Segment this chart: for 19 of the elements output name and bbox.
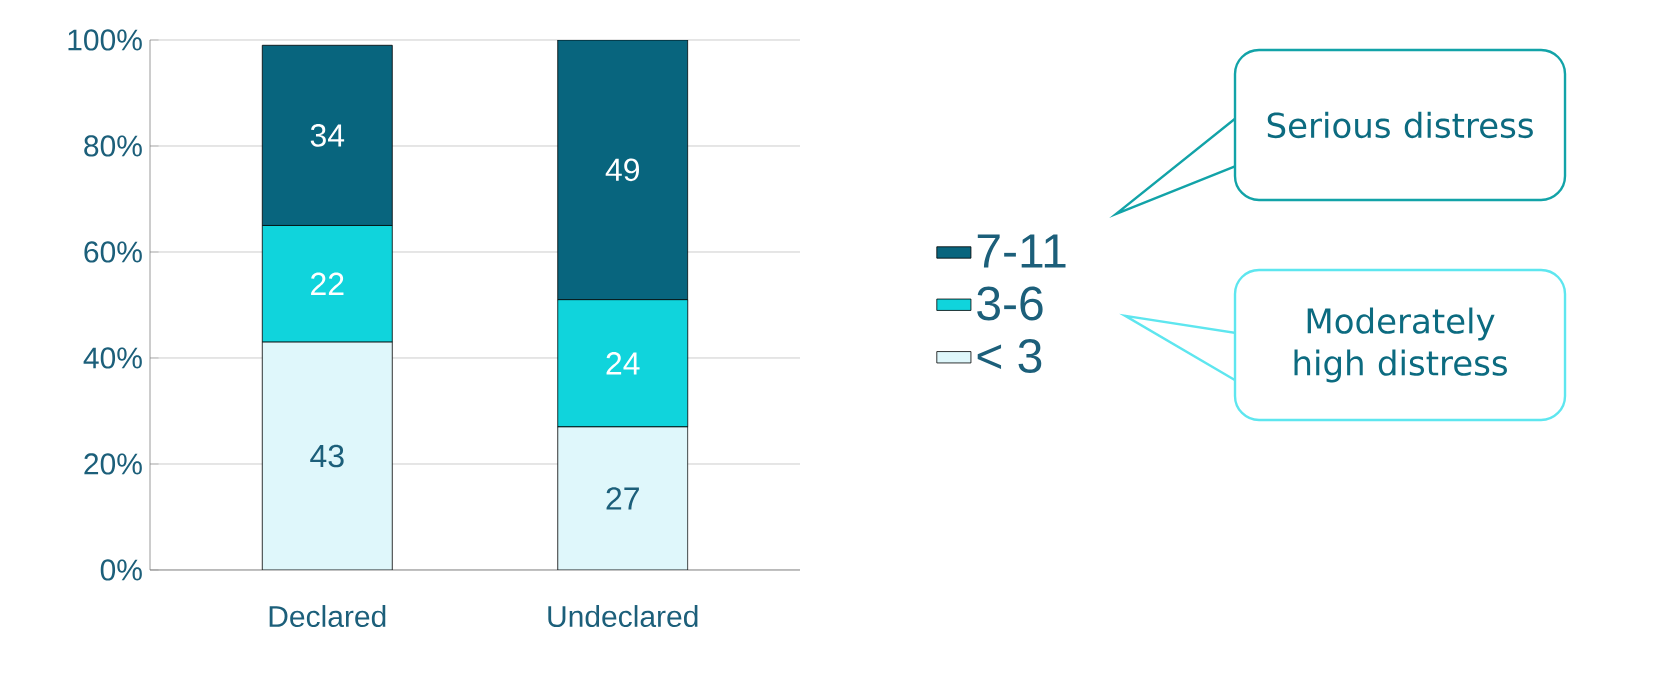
legend-label: 7-11 [977, 234, 1066, 268]
text: Moderately high distress [1294, 307, 1507, 383]
legend-label: < 3 [977, 339, 1042, 373]
legend-label: 3-6 [977, 286, 1043, 321]
y-tick-label: 20% [84, 453, 142, 475]
data-label: 43 [310, 444, 344, 468]
data-label: 22 [311, 272, 344, 295]
y-tick-label: 80% [84, 135, 142, 157]
y-tick-label: 40% [83, 347, 142, 369]
y-tick-label: 60% [84, 241, 142, 263]
data-label: 27 [606, 487, 639, 510]
x-tick-label: Undeclared [548, 605, 698, 628]
x-tick-label: Declared [269, 605, 386, 628]
y-tick-label: 100% [68, 29, 142, 51]
text: Serious distress [1267, 111, 1533, 139]
data-label: 24 [606, 352, 640, 375]
y-tick-label: 0% [100, 559, 142, 581]
data-label: 34 [310, 124, 345, 147]
data-label: 49 [605, 158, 640, 182]
